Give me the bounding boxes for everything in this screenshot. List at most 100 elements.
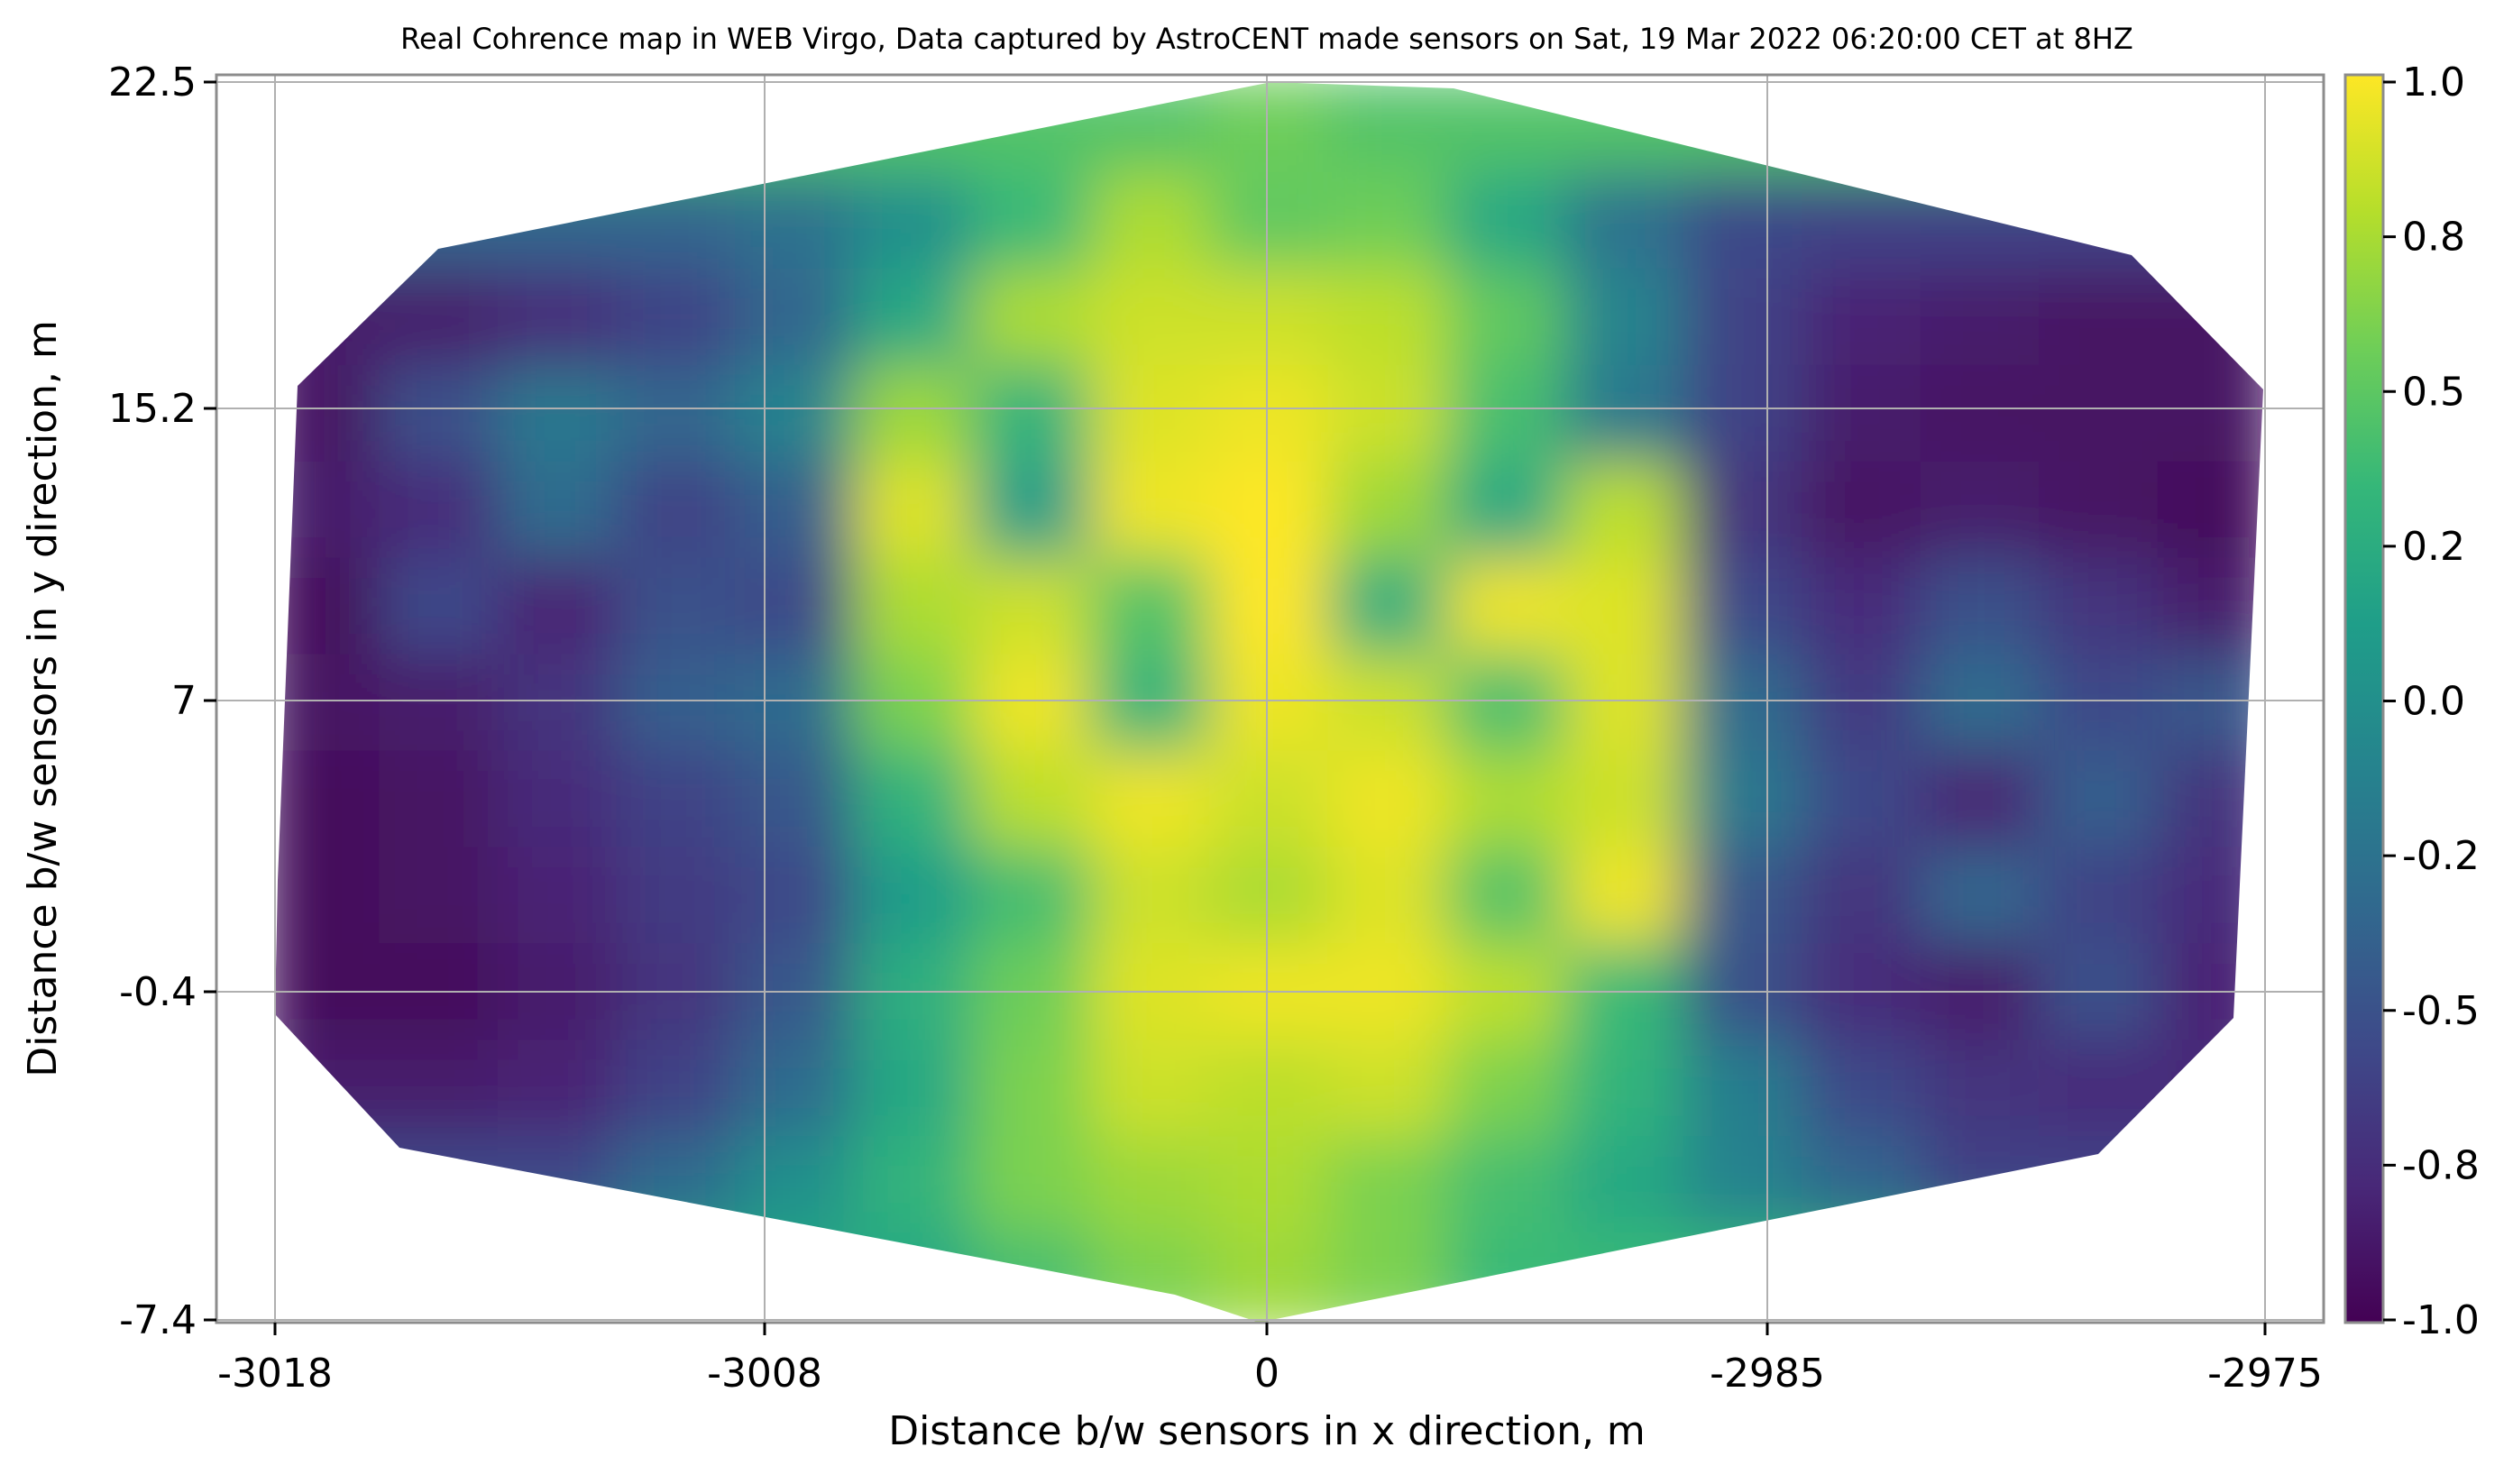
x-tick-label: -2975 <box>2207 1351 2323 1397</box>
heat-cell <box>497 171 619 270</box>
heat-cell <box>1090 82 1211 174</box>
y-tick-label: 7 <box>171 678 197 724</box>
heat-cell <box>497 557 619 656</box>
heat-cell <box>1802 1040 1922 1139</box>
heat-cell <box>1445 268 1567 367</box>
heat-cell <box>1208 461 1330 560</box>
heat-cell <box>853 847 974 946</box>
heat-cell <box>1920 268 2041 367</box>
colorbar-tick-label: 0.5 <box>2402 369 2465 415</box>
heat-cell <box>275 82 381 174</box>
heat-cell <box>1090 750 1211 849</box>
heat-cell <box>2039 557 2160 656</box>
heat-cell <box>2039 750 2160 849</box>
heat-cell <box>853 1136 974 1235</box>
heat-cell <box>1802 364 1922 463</box>
heat-cell <box>497 847 619 946</box>
heat-cell <box>497 1136 619 1235</box>
heat-cell <box>2157 1232 2263 1324</box>
y-axis-ticks: 22.5 15.2 7 -0.4 -7.4 <box>108 60 216 1343</box>
heat-cell <box>1327 268 1448 367</box>
heat-cell <box>1802 82 1922 174</box>
heat-cell <box>734 1136 856 1235</box>
heat-cell <box>734 847 856 946</box>
heat-cell <box>1564 750 1685 849</box>
heat-cell <box>1208 750 1330 849</box>
heat-cell <box>1920 847 2041 946</box>
heat-cell <box>379 1136 500 1235</box>
heat-cell <box>379 847 500 946</box>
heat-cell <box>1683 268 1804 367</box>
heat-cell <box>1564 461 1685 560</box>
heat-cell <box>616 557 737 656</box>
colorbar-ticks: 1.0 0.8 0.5 0.2 0.0 -0.2 -0.5 -0.8 -1.0 <box>2383 60 2480 1343</box>
heat-cell <box>2157 268 2263 367</box>
heat-cell <box>1327 364 1448 463</box>
plot-frame <box>215 73 2325 1324</box>
heat-cell <box>2039 1040 2160 1139</box>
heat-cell <box>1090 654 1211 753</box>
heat-cell <box>2039 82 2160 174</box>
x-axis-ticks: -3018 -3008 0 -2985 -2975 <box>217 1323 2323 1397</box>
heat-cell <box>734 557 856 656</box>
heat-cell <box>1327 171 1448 270</box>
heat-cell <box>1920 654 2041 753</box>
heat-cell <box>1327 557 1448 656</box>
heat-cell <box>1445 364 1567 463</box>
heat-cell <box>379 461 500 560</box>
heat-cell <box>616 268 737 367</box>
heat-cell <box>616 461 737 560</box>
heat-cell <box>1683 750 1804 849</box>
heat-cell <box>1208 82 1330 174</box>
x-tick-label: -2985 <box>1710 1351 1825 1397</box>
heat-cell <box>1683 557 1804 656</box>
heat-cell <box>734 654 856 753</box>
heat-cell <box>2157 557 2263 656</box>
heat-cell <box>1564 268 1685 367</box>
x-tick-label: -3008 <box>707 1351 822 1397</box>
heat-cell <box>1327 654 1448 753</box>
heat-cell <box>1445 847 1567 946</box>
heat-cell <box>1327 1232 1448 1324</box>
heat-cell <box>497 364 619 463</box>
heat-cell <box>379 1232 500 1324</box>
heat-cell <box>1920 1040 2041 1139</box>
heat-cell <box>1090 557 1211 656</box>
heat-cell <box>1090 364 1211 463</box>
x-tick-label: -3018 <box>217 1351 333 1397</box>
heat-cell <box>2157 1136 2263 1235</box>
heat-cell <box>1208 1040 1330 1139</box>
heat-cell <box>1208 654 1330 753</box>
heat-cell <box>734 750 856 849</box>
heat-cell <box>1802 847 1922 946</box>
heat-cell <box>616 847 737 946</box>
heat-cell <box>379 82 500 174</box>
heat-cell <box>275 557 381 656</box>
heat-cell <box>1683 171 1804 270</box>
heat-cell <box>853 171 974 270</box>
heat-cell <box>1564 1136 1685 1235</box>
heat-cell <box>1683 1040 1804 1139</box>
heat-cell <box>1920 82 2041 174</box>
heat-cell <box>1445 750 1567 849</box>
y-tick-label: -0.4 <box>119 969 197 1015</box>
heat-cell <box>1445 654 1567 753</box>
heat-cell <box>616 171 737 270</box>
heat-cell <box>971 461 1093 560</box>
heat-cell <box>379 268 500 367</box>
heat-cell <box>2157 82 2263 174</box>
heat-cell <box>1683 364 1804 463</box>
heat-cell <box>1802 461 1922 560</box>
heat-cell <box>1564 847 1685 946</box>
heat-cell <box>1208 847 1330 946</box>
heat-cell <box>853 364 974 463</box>
colorbar-tick-label: 1.0 <box>2402 60 2465 105</box>
heat-cell <box>1802 1136 1922 1235</box>
x-axis-label: Distance b/w sensors in x direction, m <box>888 1408 1646 1454</box>
heat-cell <box>275 654 381 753</box>
heat-cell <box>497 1232 619 1324</box>
heat-cell <box>616 82 737 174</box>
heat-cell <box>497 750 619 849</box>
